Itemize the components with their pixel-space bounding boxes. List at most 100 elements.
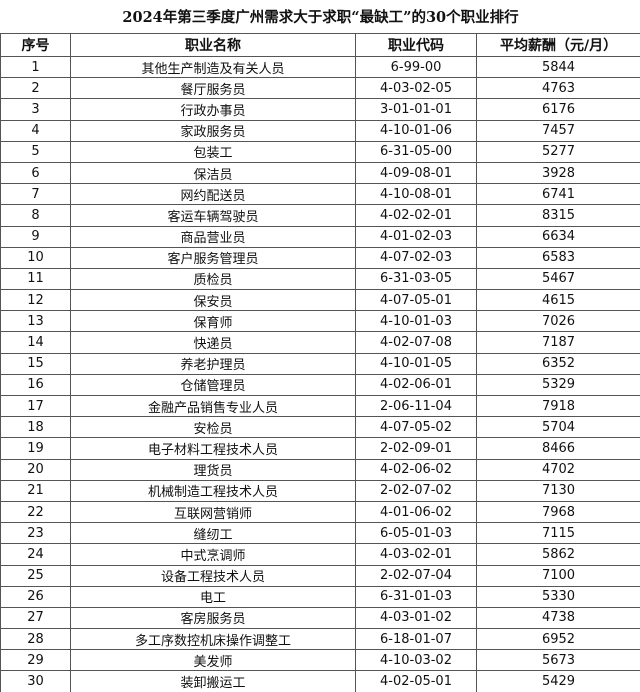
table-row: 4 家政服务员 4-10-01-06 7457 bbox=[0, 119, 640, 142]
table-row: 21 机械制造工程技术人员 2-02-07-02 7130 bbox=[0, 479, 640, 502]
occupation-cell: 装卸搬运工 bbox=[70, 670, 356, 692]
header-row: 序号 职业名称 职业代码 平均薪酬（元/月） bbox=[0, 33, 640, 57]
occupation-cell: 养老护理员 bbox=[70, 352, 356, 375]
salary-cell: 5330 bbox=[475, 585, 640, 608]
rank-cell: 19 bbox=[0, 437, 71, 460]
salary-cell: 7115 bbox=[475, 522, 640, 545]
occupation-cell: 保育师 bbox=[70, 310, 356, 333]
occupation-cell: 仓储管理员 bbox=[70, 373, 356, 397]
salary-cell: 4615 bbox=[475, 289, 640, 312]
rank-cell: 30 bbox=[0, 670, 71, 692]
rank-cell: 1 bbox=[0, 55, 71, 79]
salary-cell: 6952 bbox=[475, 628, 640, 651]
salary-cell: 7187 bbox=[475, 331, 640, 354]
salary-cell: 4738 bbox=[475, 606, 640, 630]
table-row: 19 电子材料工程技术人员 2-02-09-01 8466 bbox=[0, 437, 640, 460]
table-row: 16 仓储管理员 4-02-06-01 5329 bbox=[0, 373, 640, 397]
occupation-cell: 家政服务员 bbox=[70, 119, 356, 142]
occupation-cell: 保安员 bbox=[70, 289, 356, 312]
table-row: 23 缝纫工 6-05-01-03 7115 bbox=[0, 522, 640, 545]
occupation-cell: 客户服务管理员 bbox=[70, 246, 356, 269]
code-cell: 6-31-03-05 bbox=[355, 267, 477, 291]
code-cell: 2-02-07-04 bbox=[355, 564, 477, 587]
code-cell: 4-10-01-03 bbox=[355, 310, 477, 333]
salary-cell: 6352 bbox=[475, 352, 640, 375]
code-cell: 4-02-07-08 bbox=[355, 331, 477, 354]
occupation-cell: 安检员 bbox=[70, 416, 356, 439]
code-cell: 4-02-05-01 bbox=[355, 670, 477, 692]
salary-cell: 5673 bbox=[475, 649, 640, 672]
code-cell: 6-31-05-00 bbox=[355, 140, 477, 163]
occupation-cell: 质检员 bbox=[70, 267, 356, 291]
occupation-cell: 快递员 bbox=[70, 331, 356, 354]
rank-cell: 7 bbox=[0, 183, 71, 206]
code-cell: 3-01-01-01 bbox=[355, 98, 477, 121]
table-row: 5 包装工 6-31-05-00 5277 bbox=[0, 140, 640, 163]
code-cell: 4-02-02-01 bbox=[355, 204, 477, 227]
code-cell: 6-05-01-03 bbox=[355, 522, 477, 545]
rank-cell: 28 bbox=[0, 628, 71, 651]
code-cell: 4-03-01-02 bbox=[355, 606, 477, 630]
rank-cell: 20 bbox=[0, 458, 71, 481]
table-row: 9 商品营业员 4-01-02-03 6634 bbox=[0, 225, 640, 248]
rank-cell: 5 bbox=[0, 140, 71, 163]
header-cell: 平均薪酬（元/月） bbox=[475, 33, 640, 57]
table-row: 15 养老护理员 4-10-01-05 6352 bbox=[0, 352, 640, 375]
salary-cell: 5429 bbox=[475, 670, 640, 692]
salary-cell: 6176 bbox=[475, 98, 640, 121]
rank-cell: 15 bbox=[0, 352, 71, 375]
salary-cell: 5844 bbox=[475, 55, 640, 79]
table-row: 28 多工序数控机床操作调整工 6-18-01-07 6952 bbox=[0, 628, 640, 651]
occupation-cell: 客运车辆驾驶员 bbox=[70, 204, 356, 227]
salary-cell: 7026 bbox=[475, 310, 640, 333]
salary-cell: 5277 bbox=[475, 140, 640, 163]
occupation-cell: 商品营业员 bbox=[70, 225, 356, 248]
code-cell: 4-02-06-02 bbox=[355, 458, 477, 481]
rank-cell: 26 bbox=[0, 585, 71, 608]
rank-cell: 16 bbox=[0, 373, 71, 397]
occupation-cell: 理货员 bbox=[70, 458, 356, 481]
occupation-cell: 餐厅服务员 bbox=[70, 77, 356, 100]
code-cell: 4-10-03-02 bbox=[355, 649, 477, 672]
rank-cell: 10 bbox=[0, 246, 71, 269]
rank-cell: 14 bbox=[0, 331, 71, 354]
table-row: 7 网约配送员 4-10-08-01 6741 bbox=[0, 183, 640, 206]
rank-cell: 13 bbox=[0, 310, 71, 333]
code-cell: 2-06-11-04 bbox=[355, 394, 477, 418]
code-cell: 4-03-02-01 bbox=[355, 543, 477, 566]
occupation-cell: 行政办事员 bbox=[70, 98, 356, 121]
rank-cell: 23 bbox=[0, 522, 71, 545]
rank-cell: 27 bbox=[0, 606, 71, 630]
occupation-cell: 中式烹调师 bbox=[70, 543, 356, 566]
code-cell: 4-02-06-01 bbox=[355, 373, 477, 397]
occupation-cell: 网约配送员 bbox=[70, 183, 356, 206]
occupation-cell: 电子材料工程技术人员 bbox=[70, 437, 356, 460]
occupation-cell: 电工 bbox=[70, 585, 356, 608]
table-row: 18 安检员 4-07-05-02 5704 bbox=[0, 416, 640, 439]
code-cell: 4-01-02-03 bbox=[355, 225, 477, 248]
rank-cell: 6 bbox=[0, 161, 71, 185]
rank-cell: 12 bbox=[0, 289, 71, 312]
rank-cell: 8 bbox=[0, 204, 71, 227]
header-cell: 职业代码 bbox=[355, 33, 477, 57]
header-cell: 序号 bbox=[0, 33, 71, 57]
salary-cell: 6583 bbox=[475, 246, 640, 269]
rank-cell: 17 bbox=[0, 394, 71, 418]
code-cell: 6-18-01-07 bbox=[355, 628, 477, 651]
rank-cell: 22 bbox=[0, 500, 71, 524]
salary-cell: 3928 bbox=[475, 161, 640, 185]
rank-cell: 18 bbox=[0, 416, 71, 439]
rank-cell: 11 bbox=[0, 267, 71, 291]
code-cell: 6-31-01-03 bbox=[355, 585, 477, 608]
table-title: 2024年第三季度广州需求大于求职“最缺工”的30个职业排行 bbox=[0, 0, 640, 34]
occupation-cell: 包装工 bbox=[70, 140, 356, 163]
table-body: 1 其他生产制造及有关人员 6-99-00 5844 2 餐厅服务员 4-03-02-05 4… bbox=[0, 55, 640, 692]
salary-cell: 7918 bbox=[475, 394, 640, 418]
table-row: 11 质检员 6-31-03-05 5467 bbox=[0, 267, 640, 291]
occupation-cell: 多工序数控机床操作调整工 bbox=[70, 628, 356, 651]
header-cell: 职业名称 bbox=[70, 33, 356, 57]
salary-cell: 7130 bbox=[475, 479, 640, 502]
table-row: 1 其他生产制造及有关人员 6-99-00 5844 bbox=[0, 55, 640, 79]
